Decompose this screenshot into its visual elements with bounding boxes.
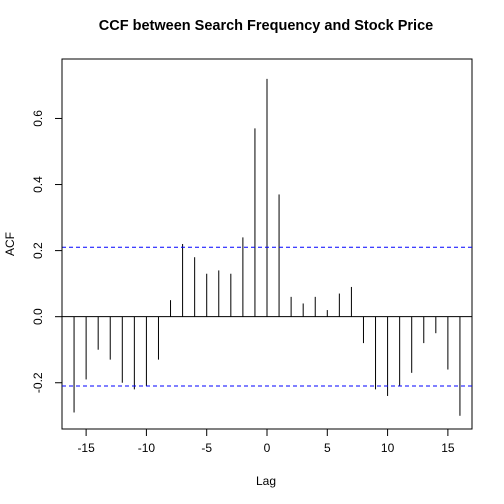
confidence-bounds: [62, 246, 472, 387]
x-tick-label: -10: [138, 441, 156, 455]
x-axis-label: Lag: [256, 474, 276, 488]
y-axis-label: ACF: [3, 232, 17, 256]
x-axis: -15 -10 -5 0 5 10 15: [77, 428, 455, 455]
x-tick-label: 15: [441, 441, 455, 455]
chart-title: CCF between Search Frequency and Stock P…: [99, 18, 433, 34]
y-tick-label: -0.2: [31, 372, 45, 393]
y-tick-label: 0.0: [31, 308, 45, 325]
y-tick-label: 0.4: [31, 176, 45, 193]
y-tick-label: 0.6: [31, 110, 45, 127]
y-tick-label: 0.2: [31, 242, 45, 259]
ccf-bars: [62, 78, 472, 416]
x-tick-label: 0: [264, 441, 271, 455]
y-axis: -0.2 0.0 0.2 0.4 0.6: [31, 110, 63, 393]
x-tick-label: -15: [77, 441, 95, 455]
x-tick-label: 10: [381, 441, 395, 455]
x-tick-label: -5: [201, 441, 212, 455]
x-tick-label: 5: [324, 441, 331, 455]
